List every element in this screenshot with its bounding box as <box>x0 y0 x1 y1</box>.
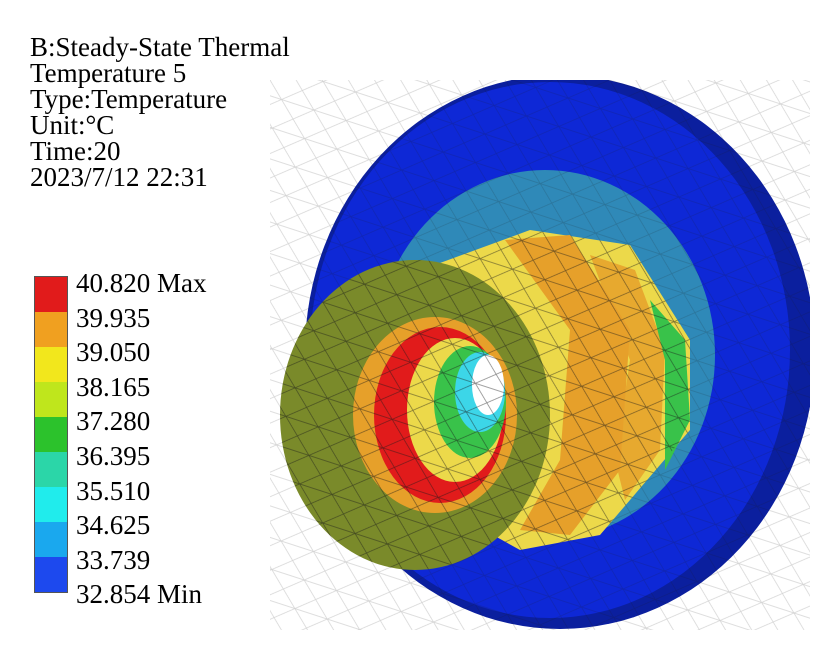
legend-label: 39.050 <box>76 337 151 368</box>
result-timestamp: 2023/7/12 22:31 <box>30 162 208 192</box>
legend-label-max: 40.820 Max <box>76 268 207 298</box>
legend-swatch <box>35 347 67 382</box>
result-time: Time:20 <box>30 136 121 166</box>
legend-swatch <box>35 522 67 557</box>
analysis-title: B:Steady-State Thermal <box>30 32 290 62</box>
legend-swatch <box>35 277 67 312</box>
temperature-contour-model[interactable] <box>270 80 810 630</box>
legend-label: 33.739 <box>76 544 151 575</box>
result-type: Type:Temperature <box>30 84 228 114</box>
legend-swatch <box>35 487 67 522</box>
bore-mesh <box>353 317 517 513</box>
legend-colorbar <box>34 276 68 593</box>
legend-label: 37.280 <box>76 406 151 437</box>
result-info: B:Steady-State Thermal Temperature 5 Typ… <box>30 32 290 192</box>
legend-label: 34.625 <box>76 510 151 541</box>
legend-swatch <box>35 452 67 487</box>
legend-label: 38.165 <box>76 371 151 402</box>
legend-swatch <box>35 382 67 417</box>
legend-label: 36.395 <box>76 440 151 471</box>
legend-label: 39.935 <box>76 302 151 333</box>
legend-label: 35.510 <box>76 475 151 506</box>
legend-swatch <box>35 557 67 592</box>
legend-swatch <box>35 417 67 452</box>
result-unit: Unit:°C <box>30 110 115 140</box>
legend-swatch <box>35 312 67 347</box>
result-name: Temperature 5 <box>30 58 187 88</box>
legend-label-min: 32.854 Min <box>76 579 203 610</box>
legend-labels: 40.820 Max 39.935 39.050 38.165 37.280 3… <box>76 268 207 614</box>
